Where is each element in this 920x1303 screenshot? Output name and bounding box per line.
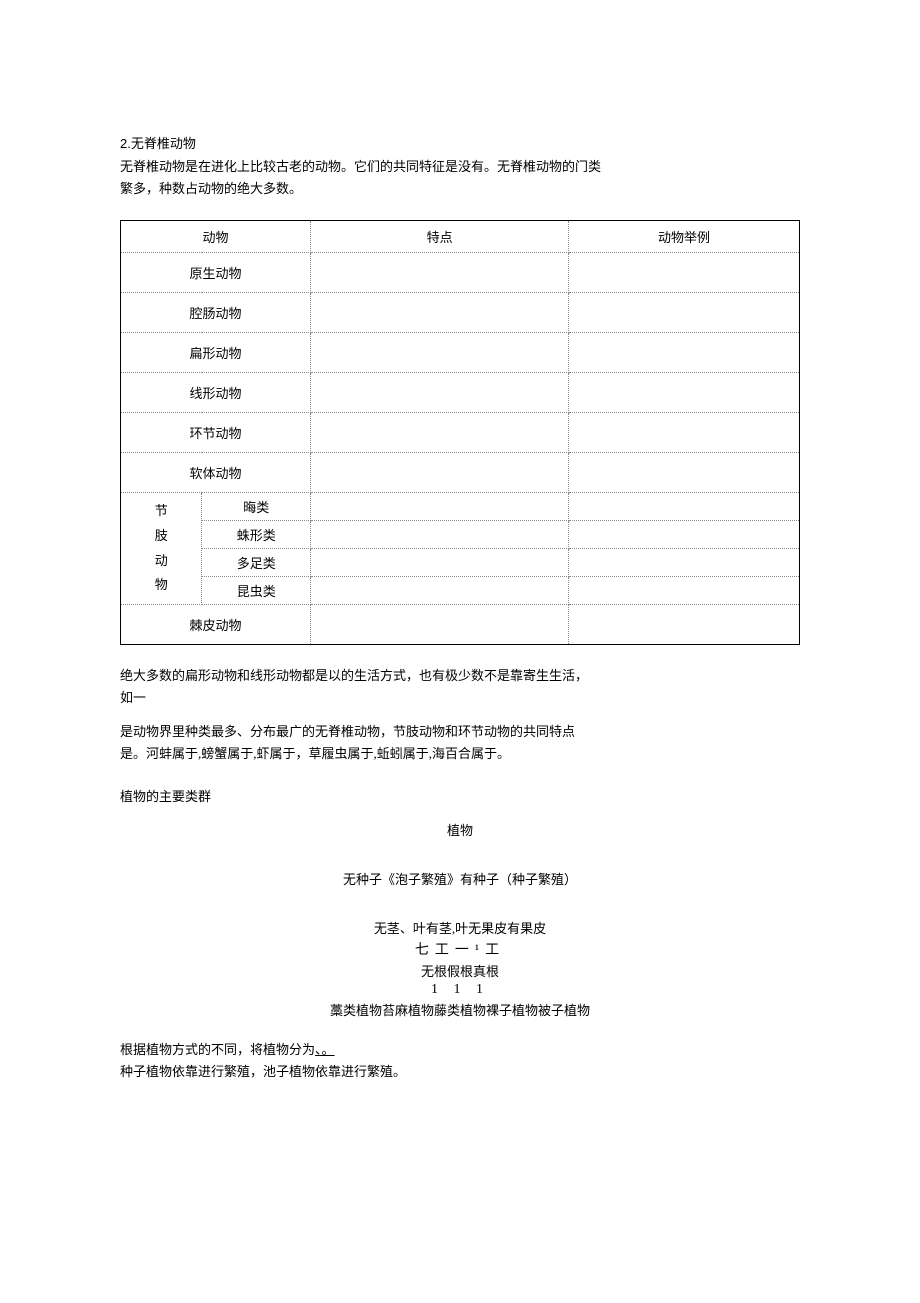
intro-line-2: 繁多，种数占动物的绝大多数。 — [120, 178, 800, 200]
cell-example — [569, 605, 800, 645]
cell-feature — [311, 493, 569, 521]
arthropod-char: 物 — [129, 573, 193, 598]
cell-example — [569, 293, 800, 333]
table-row: 原生动物 — [121, 253, 800, 293]
cell-feature — [311, 373, 569, 413]
plant-tree-level-3a: 无茎、叶有茎,叶无果皮有果皮 — [120, 918, 800, 937]
cell-feature — [311, 253, 569, 293]
header-feature: 特点 — [311, 221, 569, 253]
arthropod-char: 动 — [129, 549, 193, 574]
cell-example — [569, 549, 800, 577]
body-para-2-line-1: 是动物界里种类最多、分布最广的无脊椎动物，节肢动物和环节动物的共同特点 — [120, 721, 800, 743]
footer-line-1: 根据植物方式的不同，将植物分为、。 — [120, 1039, 800, 1061]
table-row-arthropod: 多足类 — [121, 549, 800, 577]
header-animal: 动物 — [121, 221, 311, 253]
table-row: 软体动物 — [121, 453, 800, 493]
cell-feature — [311, 333, 569, 373]
table-row: 环节动物 — [121, 413, 800, 453]
table-row-arthropod: 昆虫类 — [121, 577, 800, 605]
cell-feature — [311, 413, 569, 453]
plant-section-title: 植物的主要类群 — [120, 786, 800, 808]
subclass-cell: 晦类 — [202, 493, 311, 521]
cell-animal: 腔肠动物 — [121, 293, 311, 333]
subclass-cell: 蛛形类 — [202, 521, 311, 549]
cell-animal: 线形动物 — [121, 373, 311, 413]
cell-example — [569, 413, 800, 453]
cell-animal: 扁形动物 — [121, 333, 311, 373]
arthropod-char: 肢 — [129, 524, 193, 549]
plant-tree-symbols-2: 1 1 1 — [120, 982, 800, 998]
plant-tree-level-2: 无种子《泡子繁殖》有种子（种子繁殖） — [120, 869, 800, 888]
section-title: .无脊椎动物 — [127, 136, 196, 151]
plant-tree-symbols-1: 七工一¹工 — [120, 939, 800, 959]
body-para-1-line-2: 如一 — [120, 687, 800, 709]
cell-example — [569, 577, 800, 605]
cell-example — [569, 493, 800, 521]
cell-example — [569, 333, 800, 373]
cell-example — [569, 453, 800, 493]
table-row: 棘皮动物 — [121, 605, 800, 645]
header-example: 动物举例 — [569, 221, 800, 253]
table-row: 腔肠动物 — [121, 293, 800, 333]
cell-animal: 原生动物 — [121, 253, 311, 293]
plant-tree-root: 植物 — [120, 820, 800, 839]
table-row: 线形动物 — [121, 373, 800, 413]
cell-feature — [311, 549, 569, 577]
cell-feature — [311, 293, 569, 333]
cell-feature — [311, 577, 569, 605]
arthropod-char: 节 — [129, 499, 193, 524]
subclass-cell: 多足类 — [202, 549, 311, 577]
cell-example — [569, 521, 800, 549]
cell-example — [569, 373, 800, 413]
table-row: 扁形动物 — [121, 333, 800, 373]
cell-feature — [311, 453, 569, 493]
intro-line-1: 无脊椎动物是在进化上比较古老的动物。它们的共同特征是没有。无脊椎动物的门类 — [120, 156, 800, 178]
cell-animal: 环节动物 — [121, 413, 311, 453]
footer-line-1a: 根据植物方式的不同，将植物分为 — [120, 1042, 315, 1057]
footer-line-1b: 、。 — [315, 1042, 335, 1057]
document-page: 2.无脊椎动物 无脊椎动物是在进化上比较古老的动物。它们的共同特征是没有。无脊椎… — [0, 0, 920, 1143]
plant-tree-level-3b: 无根假根真根 — [120, 961, 800, 980]
footer-line-2: 种子植物依靠进行繁殖，池子植物依靠进行繁殖。 — [120, 1061, 800, 1083]
cell-example — [569, 253, 800, 293]
plant-tree-leaves: 藁类植物苔麻植物藤类植物裸子植物被子植物 — [120, 1000, 800, 1019]
body-para-2-line-2: 是。河蚌属于,螃蟹属于,虾属于，草履虫属于,蚯蚓属于,海百合属于。 — [120, 743, 800, 765]
table-header-row: 动物 特点 动物举例 — [121, 221, 800, 253]
cell-animal: 棘皮动物 — [121, 605, 311, 645]
arthropod-group-cell: 节 肢 动 物 — [121, 493, 202, 605]
section-heading: 2.无脊椎动物 — [120, 133, 800, 152]
invertebrate-table: 动物 特点 动物举例 原生动物 腔肠动物 扁形动物 线形动物 环节动物 — [120, 220, 800, 645]
body-para-1-line-1: 绝大多数的扁形动物和线形动物都是以的生活方式，也有极少数不是靠寄生生活， — [120, 665, 800, 687]
subclass-cell: 昆虫类 — [202, 577, 311, 605]
cell-feature — [311, 605, 569, 645]
cell-feature — [311, 521, 569, 549]
cell-animal: 软体动物 — [121, 453, 311, 493]
table-row-arthropod: 蛛形类 — [121, 521, 800, 549]
table-row-arthropod: 节 肢 动 物 晦类 — [121, 493, 800, 521]
